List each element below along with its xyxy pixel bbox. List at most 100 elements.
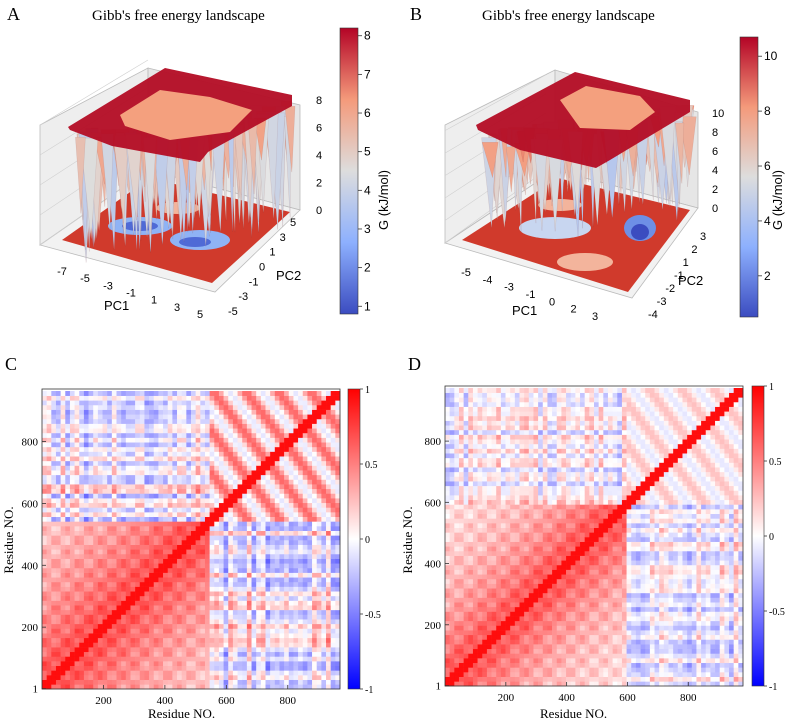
heatmap-cell: [458, 532, 464, 538]
heatmap-cell: [232, 670, 238, 676]
heatmap-cell: [88, 609, 94, 615]
heatmap-cell: [93, 474, 99, 480]
heatmap-cell: [130, 647, 136, 653]
heatmap-cell: [93, 619, 99, 625]
heatmap-cell: [330, 595, 336, 601]
heatmap-cell: [130, 418, 136, 424]
heatmap-cell: [449, 518, 455, 524]
heatmap-cell: [163, 456, 169, 462]
heatmap-cell: [307, 391, 313, 396]
heatmap-cell: [139, 586, 145, 592]
heatmap-cell: [454, 592, 460, 598]
heatmap-cell: [163, 628, 169, 634]
heatmap-cell: [209, 600, 215, 606]
heatmap-cell: [158, 651, 164, 657]
heatmap-cell: [55, 526, 61, 531]
heatmap-cell: [302, 484, 308, 490]
heatmap-cell: [454, 518, 460, 524]
heatmap-cell: [326, 437, 331, 443]
heatmap-cell: [321, 479, 327, 485]
heatmap-cell: [463, 495, 469, 501]
heatmap-cell: [242, 553, 248, 559]
heatmap-cell: [121, 637, 127, 643]
heatmap-cell: [242, 581, 248, 587]
heatmap-cell: [321, 423, 327, 429]
heatmap-cell: [251, 479, 257, 485]
heatmap-cell: [172, 572, 178, 578]
heatmap-cell: [223, 609, 229, 615]
heatmap-cell: [232, 609, 238, 615]
heatmap-cell: [242, 535, 248, 541]
heatmap-cell: [316, 642, 322, 648]
heatmap-cell: [209, 470, 215, 476]
heatmap-cell: [223, 474, 229, 480]
heatmap-cell: [51, 502, 57, 508]
heatmap-cell: [65, 684, 71, 690]
heatmap-cell: [246, 432, 252, 438]
heatmap-cell: [302, 404, 308, 410]
heatmap-cell: [144, 474, 150, 480]
heatmap-cell: [135, 595, 141, 601]
heatmap-cell: [445, 630, 450, 636]
heatmap-cell: [83, 460, 89, 466]
heatmap-cell: [302, 493, 308, 499]
heatmap-cell: [181, 437, 187, 443]
heatmap-cell: [316, 628, 322, 634]
heatmap-cell: [204, 437, 210, 443]
heatmap-cell: [186, 516, 192, 522]
heatmap-cell: [51, 572, 57, 578]
heatmap-cell: [218, 451, 224, 457]
heatmap-cell: [65, 428, 71, 434]
heatmap-cell: [335, 526, 341, 531]
heatmap-cell: [102, 432, 108, 438]
heatmap-cell: [125, 665, 131, 671]
heatmap-cell: [200, 577, 206, 583]
heatmap-cell: [270, 600, 276, 606]
heatmap-cell: [46, 684, 52, 690]
panel-a-colorbar-label: G (kJ/mol): [376, 170, 391, 230]
heatmap-cell: [153, 609, 159, 615]
heatmap-cell: [321, 637, 327, 643]
heatmap-cell: [88, 628, 94, 634]
heatmap-cell: [232, 563, 238, 569]
heatmap-cell: [307, 400, 313, 406]
heatmap-cell: [97, 418, 103, 424]
heatmap-cell: [307, 661, 313, 667]
heatmap-cell: [214, 628, 220, 634]
heatmap-cell: [51, 679, 57, 685]
heatmap-cell: [284, 418, 290, 424]
heatmap-cell: [79, 530, 85, 536]
heatmap-cell: [223, 516, 229, 522]
heatmap-cell: [177, 521, 182, 527]
heatmap-cell: [468, 467, 474, 473]
heatmap-cell: [312, 432, 318, 438]
heatmap-cell: [274, 600, 280, 606]
heatmap-cell: [204, 577, 210, 583]
panel-b-basin-5: [538, 199, 582, 211]
heatmap-cell: [330, 484, 336, 490]
heatmap-cell: [60, 549, 66, 555]
heatmap-cell: [326, 633, 331, 639]
heatmap-cell: [111, 404, 117, 410]
colorbar-tick-label: 6: [364, 106, 371, 120]
heatmap-cell: [69, 418, 75, 424]
heatmap-cell: [111, 540, 117, 545]
heatmap-cell: [454, 504, 460, 510]
heatmap-cell: [51, 391, 57, 396]
heatmap-cell: [458, 467, 464, 473]
heatmap-cell: [111, 488, 117, 494]
heatmap-cell: [125, 577, 131, 583]
heatmap-cell: [144, 549, 150, 555]
heatmap-cell: [74, 647, 80, 653]
heatmap-cell: [445, 513, 450, 519]
heatmap-cell: [177, 651, 182, 657]
heatmap-cell: [298, 679, 304, 685]
heatmap-cell: [307, 409, 313, 415]
heatmap-cell: [139, 512, 145, 518]
panel-c-colorbar: [347, 388, 361, 690]
heatmap-cell: [153, 544, 159, 550]
heatmap-cell: [172, 516, 178, 522]
heatmap-cell: [51, 540, 57, 545]
heatmap-cell: [242, 526, 248, 531]
heatmap-cell: [260, 595, 266, 601]
